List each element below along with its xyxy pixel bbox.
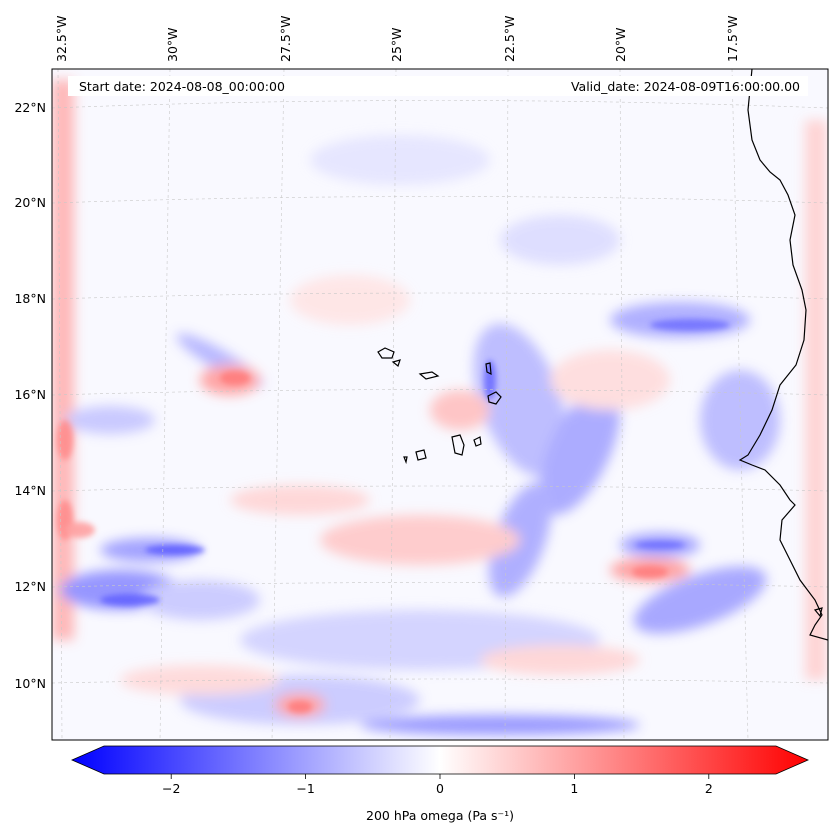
gridlines <box>52 69 828 740</box>
start-date-label: Start date: 2024-08-08_00:00:00 <box>79 79 285 94</box>
lon-label: 22.5°W <box>502 16 517 62</box>
lat-label: 14°N <box>14 483 46 498</box>
colorbar-tick-label: −1 <box>296 781 314 796</box>
lat-label: 12°N <box>14 579 46 594</box>
island-maio <box>473 436 482 447</box>
lon-label: 20°W <box>613 27 628 62</box>
lat-label: 18°N <box>14 291 46 306</box>
map-panel: Start date: 2024-08-08_00:00:00 Valid_da… <box>51 68 829 741</box>
island-brava <box>403 456 408 465</box>
lat-label: 20°N <box>14 195 46 210</box>
island-bijagos <box>813 607 823 618</box>
omega-field <box>52 80 827 735</box>
coastlines <box>377 69 828 641</box>
island-sao-nicolau <box>418 371 440 380</box>
colorbar-fill <box>72 746 808 774</box>
valid-date-label: Valid_date: 2024-08-09T16:00:00.00 <box>571 79 800 94</box>
lon-label: 17.5°W <box>725 16 740 62</box>
island-santo-antao <box>377 347 395 359</box>
colorbar-outline <box>71 745 809 775</box>
africa-coastline <box>738 69 828 641</box>
colorbar-tick-label: 1 <box>570 781 578 796</box>
colorbar: −2 −1 0 1 2 200 hPa omega (Pa s⁻¹) <box>71 745 809 823</box>
lon-label: 27.5°W <box>278 16 293 62</box>
map-frame <box>51 68 829 741</box>
lat-label: 10°N <box>14 676 46 691</box>
colorbar-ticks: −2 −1 0 1 2 <box>162 774 713 796</box>
island-sao-vicente <box>391 359 401 368</box>
header-box <box>68 76 808 96</box>
lon-label: 32.5°W <box>54 16 69 62</box>
island-sal <box>485 362 492 376</box>
island-boa-vista <box>487 391 502 405</box>
lat-label: 16°N <box>14 387 46 402</box>
colorbar-tick-label: 2 <box>705 781 713 796</box>
lon-label: 30°W <box>165 27 180 62</box>
colorbar-label: 200 hPa omega (Pa s⁻¹) <box>366 808 514 823</box>
lon-label: 25°W <box>389 27 404 62</box>
colorbar-tick-label: −2 <box>162 781 180 796</box>
island-santiago <box>451 434 465 456</box>
island-fogo <box>415 449 427 461</box>
latitude-labels: 22°N 20°N 18°N 16°N 14°N 12°N 10°N <box>14 100 46 691</box>
lat-label: 22°N <box>14 100 46 115</box>
colorbar-tick-label: 0 <box>436 781 444 796</box>
longitude-labels: 32.5°W 30°W 27.5°W 25°W 22.5°W 20°W 17.5… <box>54 16 740 62</box>
